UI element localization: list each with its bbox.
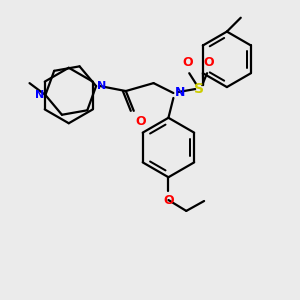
Text: S: S: [194, 82, 204, 96]
Text: N: N: [97, 81, 106, 91]
Text: N: N: [174, 85, 185, 98]
Text: O: O: [182, 56, 193, 69]
Text: O: O: [204, 56, 214, 69]
Text: O: O: [163, 194, 174, 207]
Text: N: N: [35, 90, 44, 100]
Text: O: O: [136, 115, 146, 128]
